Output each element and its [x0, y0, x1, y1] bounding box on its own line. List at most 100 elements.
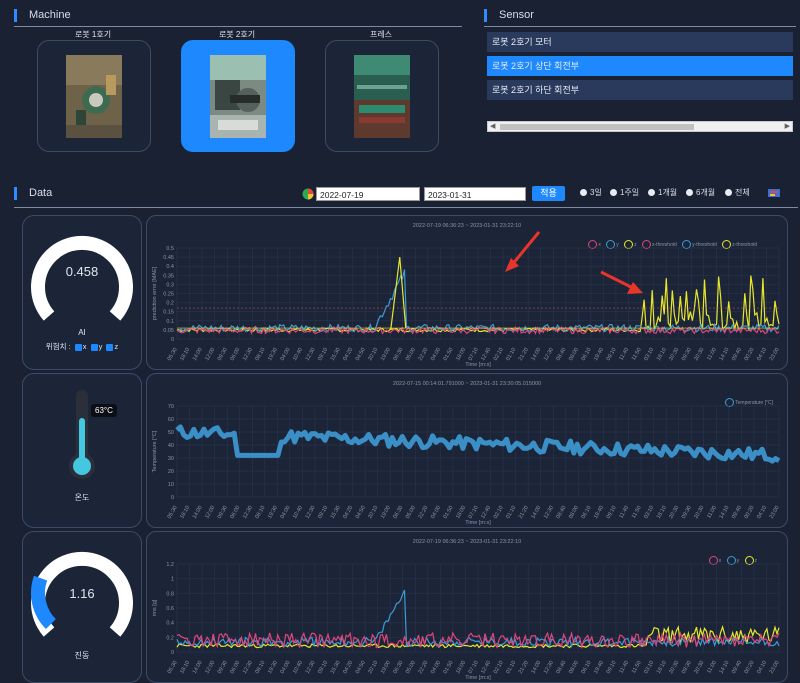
x-tick-label: 09:30 — [217, 505, 229, 520]
x-tick-label: 07:10 — [468, 347, 480, 362]
scroll-left-icon[interactable]: ◀ — [490, 123, 496, 130]
x-tick-label: 10:40 — [292, 505, 304, 520]
x-tick-label: 20:30 — [693, 505, 705, 520]
range-radio-6month[interactable]: 6개월 — [686, 187, 715, 198]
y-tick-label: 1 — [171, 577, 174, 583]
vibration-gauge-panel: 1.16 진동 — [22, 531, 142, 683]
x-tick-label: 01:10 — [505, 347, 517, 362]
x-tick-label: 21:20 — [518, 347, 530, 362]
prediction-error-chart-panel: 2022-07-19 06:36:23 ~ 2023-01-31 23:22:1… — [146, 215, 788, 370]
checkbox-y[interactable] — [90, 343, 98, 351]
x-tick-label: 10:40 — [292, 347, 304, 362]
start-date-input[interactable]: 2022-07-19 — [316, 187, 420, 201]
calendar-pie-icon[interactable] — [302, 188, 314, 200]
x-tick-label: 09:40 — [731, 660, 743, 675]
end-date-input[interactable]: 2023-01-31 — [424, 187, 526, 201]
x-tick-label: 12:00 — [204, 505, 216, 520]
x-tick-label: 08:40 — [555, 347, 567, 362]
y-tick-label: 0 — [171, 337, 174, 343]
y-tick-label: 60 — [168, 417, 174, 423]
x-tick-label: 12:30 — [242, 347, 254, 362]
x-tick-label: 19:30 — [267, 505, 279, 520]
x-tick-label: 12:40 — [480, 660, 492, 675]
range-radio-1month[interactable]: 1개월 — [648, 187, 677, 198]
scroll-right-icon[interactable]: ▶ — [784, 123, 790, 130]
y-axis-label: Temperature [°C] — [152, 430, 158, 472]
x-tick-label: 09:30 — [217, 347, 229, 362]
section-accent-bar — [484, 9, 487, 22]
export-icon[interactable] — [767, 187, 781, 199]
range-radio-3day[interactable]: 3일 — [580, 187, 602, 198]
checkbox-x[interactable] — [74, 343, 82, 351]
apply-button[interactable]: 적용 — [532, 186, 565, 201]
x-tick-label: 09:40 — [731, 347, 743, 362]
radio-dot[interactable] — [686, 189, 693, 197]
radio-dot[interactable] — [725, 189, 732, 197]
vibration-label: 진동 — [74, 651, 90, 660]
x-tick-label: 19:00 — [380, 660, 392, 675]
x-tick-label: 18:00 — [455, 660, 467, 675]
chart-title: 2022-07-15 00:14:01.791000 ~ 2023-01-31 … — [392, 381, 542, 387]
x-tick-label: 19:40 — [593, 505, 605, 520]
x-tick-label: 12:00 — [204, 347, 216, 362]
x-tick-label: 05:00 — [405, 347, 417, 362]
x-tick-label: 11:40 — [618, 505, 630, 520]
machine-card-robot1[interactable] — [37, 40, 151, 152]
chart-legend: Temperature [°C] — [721, 398, 773, 407]
scrollbar-thumb[interactable] — [500, 124, 694, 130]
x-tick-label: 04:50 — [355, 660, 367, 675]
series-line — [176, 630, 780, 650]
x-tick-label: 06:30 — [392, 505, 404, 520]
x-tick-label: 20:30 — [693, 660, 705, 675]
sensor-item-upper-rotation[interactable]: 로봇 2호기 상단 회전부 — [487, 56, 793, 76]
machine-label-press: 프레스 — [369, 30, 393, 39]
x-tick-label: 11:50 — [631, 660, 643, 675]
x-axis-label: Time [m:s] — [465, 675, 491, 681]
chart-title: 2022-07-19 06:36:23 ~ 2023-01-31 23:22:1… — [412, 539, 522, 545]
x-tick-label: 21:20 — [518, 660, 530, 675]
spike-line — [390, 257, 407, 330]
divider — [484, 26, 796, 27]
range-radio-1week[interactable]: 1주일 — [610, 187, 639, 198]
machine-card-press[interactable] — [325, 40, 439, 152]
x-tick-label: 04:00 — [280, 505, 292, 520]
x-tick-label: 11:00 — [706, 660, 718, 675]
machine-card-robot2[interactable] — [181, 40, 295, 152]
x-tick-label: 09:30 — [681, 347, 693, 362]
y-tick-label: 0.4 — [166, 621, 174, 627]
y-tick-label: 0.6 — [166, 606, 174, 612]
machine-photo-press — [354, 55, 410, 138]
checkbox-z[interactable] — [106, 343, 114, 351]
y-tick-label: 50 — [168, 430, 174, 436]
radio-dot[interactable] — [648, 189, 655, 197]
x-tick-label: 19:00 — [380, 347, 392, 362]
machine-label-robot2: 로봇 2호기 — [218, 30, 256, 39]
radio-dot[interactable] — [580, 189, 587, 197]
series-line — [176, 325, 780, 336]
y-tick-label: 0.35 — [163, 273, 174, 279]
legend-swatch — [588, 240, 598, 249]
sensor-horizontal-scrollbar[interactable]: ◀ ▶ — [487, 121, 793, 132]
vibration-gauge-value: 1.16 — [69, 586, 95, 601]
y-tick-label: 0.2 — [166, 635, 174, 641]
sensor-item-lower-rotation[interactable]: 로봇 2호기 하단 회전부 — [487, 80, 793, 100]
x-tick-label: 03:10 — [643, 505, 655, 520]
legend-swatch — [726, 556, 736, 565]
x-tick-label: 18:10 — [179, 505, 191, 520]
x-tick-label: 19:30 — [267, 347, 279, 362]
x-tick-label: 04:10 — [756, 505, 768, 520]
machine-photo-robot2 — [210, 55, 266, 138]
sensor-item-motor[interactable]: 로봇 2호기 모터 — [487, 32, 793, 52]
x-tick-label: 20:10 — [367, 660, 379, 675]
x-tick-label: 03:10 — [643, 660, 655, 675]
x-tick-label: 06:00 — [229, 505, 241, 520]
x-tick-label: 06:00 — [229, 347, 241, 362]
y-tick-label: 0.5 — [166, 246, 174, 252]
legend-swatch — [744, 556, 754, 565]
radio-dot[interactable] — [610, 189, 617, 197]
x-tick-label: 04:20 — [342, 505, 354, 520]
range-radio-all[interactable]: 전체 — [725, 187, 750, 198]
x-tick-label: 23:00 — [769, 660, 781, 675]
x-tick-label: 01:50 — [443, 505, 455, 520]
